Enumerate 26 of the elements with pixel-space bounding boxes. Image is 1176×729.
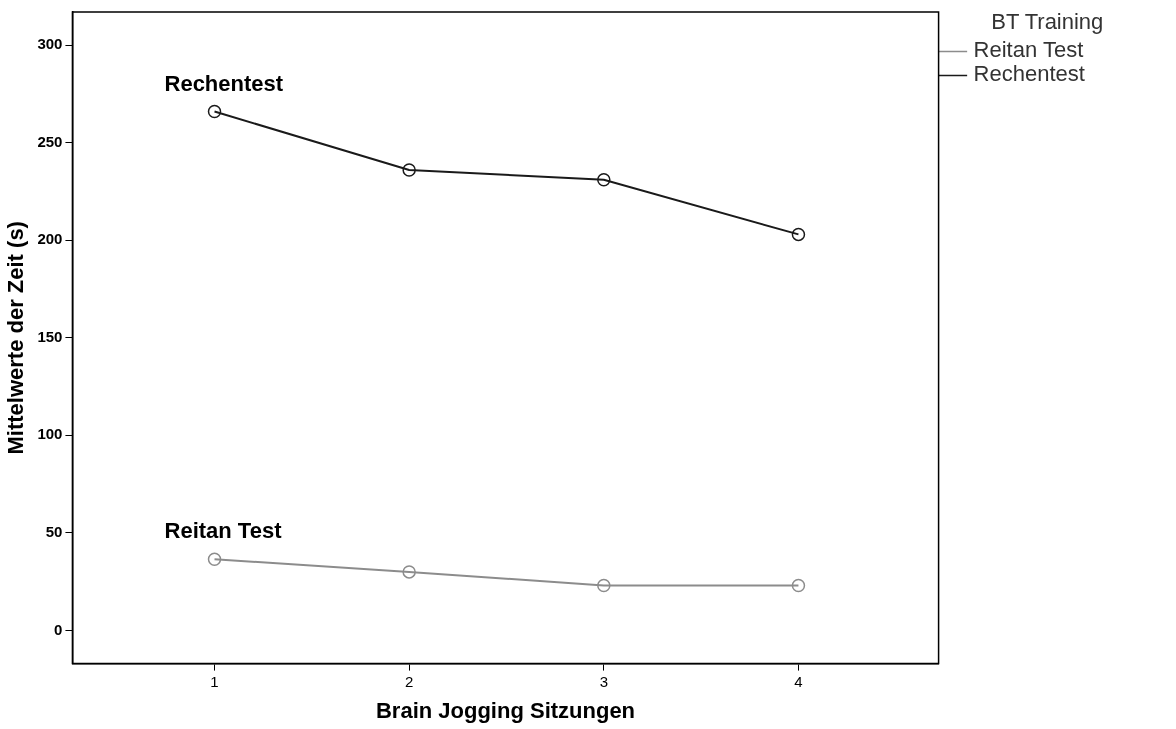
legend-label: Reitan Test (973, 37, 1145, 63)
y-tick-label: 100 (37, 425, 63, 443)
y-tick-label: 150 (37, 327, 63, 345)
x-axis-title: Brain Jogging Sitzungen (375, 697, 636, 723)
y-axis-title: Mittelwerte der Zeit (s) (3, 221, 29, 455)
point (402, 163, 416, 177)
x-tick-label: 2 (404, 672, 414, 690)
text: Rechentest (164, 70, 284, 96)
legend-label: Rechentest (973, 61, 1147, 87)
legend-title: BT Training (991, 9, 1104, 35)
y-tick-label: 50 (45, 523, 63, 541)
x-tick-label: 4 (794, 672, 803, 690)
point (207, 104, 222, 119)
x-tick-label: 1 (210, 672, 219, 690)
point (597, 173, 611, 187)
y-tick-label: 300 (37, 35, 63, 53)
point (402, 565, 416, 579)
y-tick-label: 200 (37, 230, 63, 248)
x-tick-label: 3 (599, 672, 608, 690)
text: Reitan Test (164, 518, 282, 544)
point (597, 578, 611, 593)
y-tick-label: 0 (54, 620, 63, 638)
point (791, 227, 806, 242)
point (207, 552, 222, 566)
y-tick-label: 250 (37, 132, 63, 150)
point (791, 578, 806, 593)
